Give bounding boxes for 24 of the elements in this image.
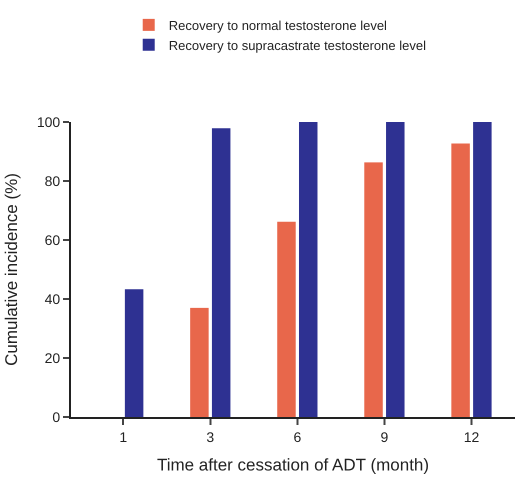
x-axis-title: Time after cessation of ADT (month) [156, 456, 430, 475]
y-tick-label: 20 [44, 350, 60, 366]
x-tick-label: 3 [206, 428, 214, 445]
y-tick-label: 100 [36, 114, 60, 130]
y-tick-label: 0 [52, 408, 60, 425]
bar [298, 122, 318, 417]
x-tick-label: 6 [293, 428, 302, 445]
x-tick-label: 1 [119, 428, 128, 445]
bar [190, 308, 209, 417]
legend-label: Recovery to supracastrate testosterone level [168, 38, 426, 53]
y-axis-title: Cumulative incidence (%) [2, 173, 21, 366]
x-tick-label: 12 [464, 428, 480, 445]
bar [212, 128, 230, 417]
y-tick-label: 40 [44, 290, 60, 307]
bar [364, 162, 383, 417]
bar [451, 144, 470, 417]
bar [277, 222, 296, 417]
bar [386, 122, 405, 417]
x-tick-label: 9 [380, 428, 389, 445]
y-tick-label: 60 [44, 232, 60, 248]
bar [124, 289, 144, 417]
bar [473, 122, 492, 417]
legend-label: Recovery to normal testosterone level [168, 18, 388, 33]
y-tick-label: 80 [44, 172, 60, 189]
